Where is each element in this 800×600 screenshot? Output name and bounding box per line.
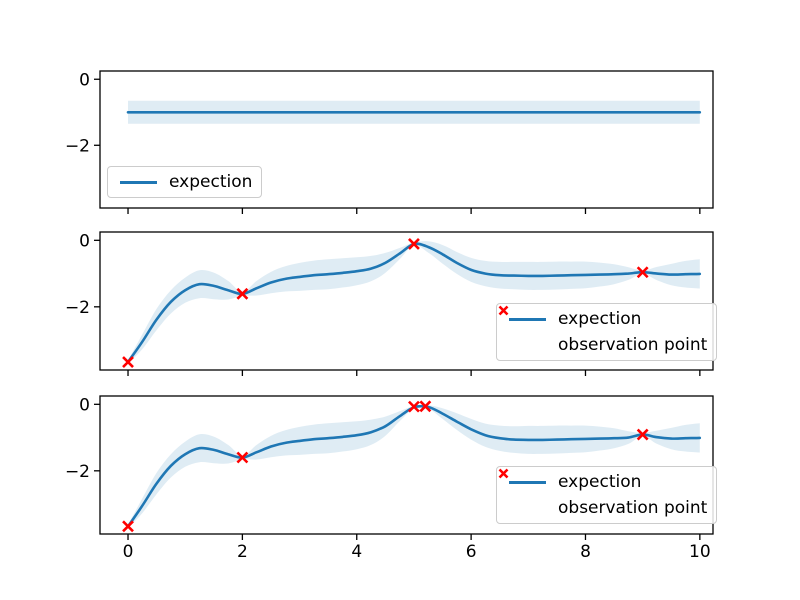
- observation-point-marker: [419, 400, 432, 413]
- legend-entry-expection: expection: [506, 469, 707, 495]
- x-tick-label: 8: [580, 542, 591, 562]
- y-tick-label: 0: [79, 231, 90, 251]
- legend-entry-observation-point: observation point: [498, 468, 708, 521]
- legend-label: expection: [558, 471, 642, 492]
- x-tick-label: 2: [237, 542, 248, 562]
- confidence-band-middle: [128, 241, 700, 364]
- y-tick-label: −2: [65, 298, 90, 318]
- observation-point-marker: [408, 400, 420, 413]
- observation-point-marker: [408, 238, 420, 250]
- x-tick-label: 0: [123, 542, 134, 562]
- x-tick-label: 6: [466, 542, 477, 562]
- line-sample-icon: [117, 180, 159, 184]
- x-tick-label: 10: [689, 542, 711, 562]
- observation-point-marker: [236, 451, 249, 464]
- observation-point-marker: [636, 428, 649, 441]
- y-tick-label: 0: [79, 70, 90, 90]
- line-sample-icon: [506, 317, 548, 321]
- y-tick-label: −2: [65, 136, 90, 156]
- legend-label: expection: [169, 171, 253, 192]
- y-tick-label: −2: [65, 462, 90, 482]
- observation-point-marker: [236, 287, 249, 300]
- observation-point-marker: [122, 520, 134, 533]
- observation-point-marker: [122, 356, 134, 368]
- legend-label: observation point: [558, 334, 708, 355]
- axes-spines-middle: [99, 231, 714, 371]
- axes-spines-bottom: [99, 395, 714, 535]
- x-tick-label: 4: [351, 542, 362, 562]
- y-tick-label: 0: [79, 395, 90, 415]
- observation-point-marker: [636, 266, 649, 279]
- legend-entry-expection: expection: [117, 169, 252, 195]
- legend-bottom-subplot: expection observation point: [496, 466, 718, 524]
- legend-label: expection: [558, 308, 642, 329]
- legend-middle-subplot: expection observation point: [496, 303, 718, 361]
- legend-entry-expection: expection: [506, 306, 707, 332]
- legend-label: observation point: [558, 497, 708, 518]
- axes-spines-top: [99, 70, 714, 209]
- confidence-band-bottom: [128, 405, 700, 528]
- line-sample-icon: [506, 480, 548, 484]
- legend-entry-observation-point: observation point: [498, 305, 708, 358]
- legend-top-subplot: expection: [107, 166, 263, 198]
